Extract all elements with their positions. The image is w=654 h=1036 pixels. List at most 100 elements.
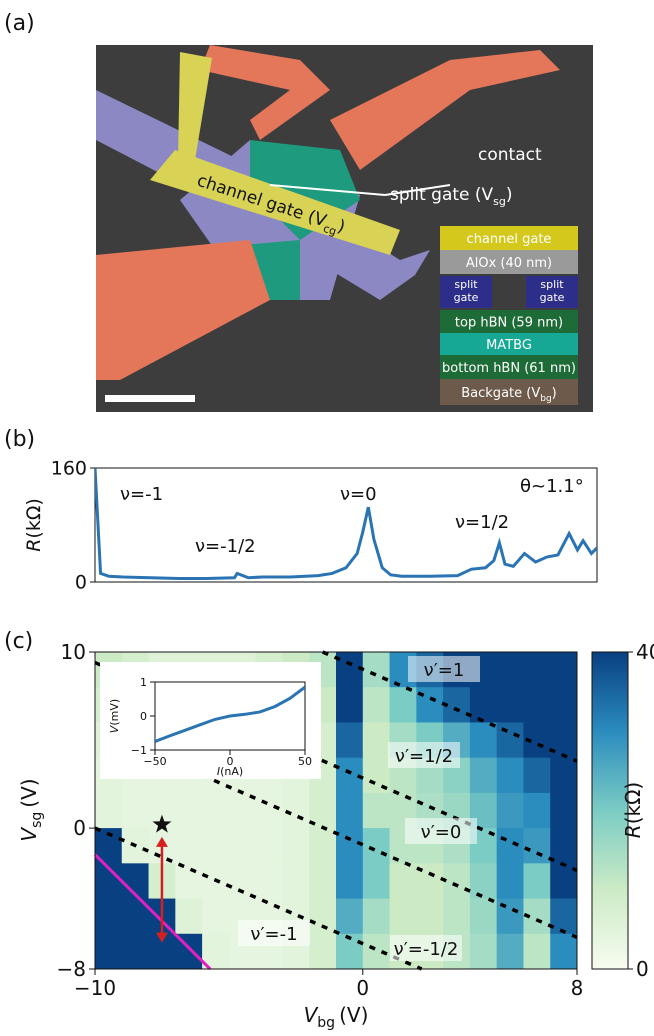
label-main: V	[304, 1003, 319, 1027]
boundary-line	[93, 853, 212, 971]
heatmap-cell	[550, 933, 578, 970]
layer	[440, 250, 578, 274]
heatmap-cell	[362, 898, 391, 935]
heatmap-cell	[523, 863, 551, 900]
heatmap-cell	[336, 898, 364, 935]
axis-label: R(kΩ)	[23, 498, 45, 552]
axes-frame	[94, 651, 578, 970]
layer-label: MATBG	[486, 338, 532, 353]
heatmap-cell	[362, 828, 391, 864]
heatmap-cell	[469, 898, 498, 935]
label-main: I	[217, 765, 220, 778]
heatmap-cell	[336, 722, 364, 759]
axis-label: I(nA)	[217, 765, 243, 778]
heatmap-cell	[496, 687, 524, 723]
annotation-box	[238, 920, 310, 946]
heatmap-cell	[523, 652, 551, 688]
heatmap-cell	[362, 687, 391, 723]
heatmap-cell	[175, 898, 203, 935]
annotation: ν′=-1	[250, 924, 297, 945]
layer-label: Backgate (Vbg)	[461, 386, 557, 404]
label-end: )	[552, 386, 557, 401]
axis-label: R(kΩ)	[621, 782, 645, 838]
y-tick-label: 10	[61, 640, 86, 664]
annotation: ν′=-1/2	[394, 939, 459, 960]
layer	[440, 355, 578, 379]
heatmap-cell	[389, 863, 417, 900]
layer-label: split	[454, 278, 478, 291]
heatmap-cell	[282, 828, 310, 864]
heatmap-cell	[362, 863, 391, 900]
label-main: R	[23, 539, 45, 552]
data-line	[95, 468, 597, 580]
heatmap-cell	[469, 722, 498, 759]
layer-label: channel gate	[467, 232, 552, 247]
annotation-box	[390, 935, 462, 961]
data-line	[155, 685, 305, 743]
label-unit: (V)	[339, 1003, 368, 1027]
layer-label: AlOx (40 nm)	[466, 256, 552, 271]
label-unit: (nA)	[220, 765, 243, 778]
heatmap-cell	[95, 898, 123, 935]
heatmap-cell	[550, 757, 578, 794]
heatmap-cell	[309, 898, 337, 935]
plots: 0160R(kΩ)ν=-1ν=-1/2ν=0ν=1/2θ~1.1°ν′=1ν′=…	[17, 458, 654, 1031]
layer	[526, 276, 578, 308]
layer-label: gate	[454, 291, 479, 304]
y-tick-label: 0	[73, 816, 86, 840]
heatmap-cell	[336, 792, 364, 829]
label-unit: (mV)	[108, 699, 121, 726]
heatmap-cell	[175, 792, 203, 829]
heatmap-cell	[309, 828, 337, 864]
annotation: ν′=1/2	[395, 746, 453, 767]
label-sub: bg	[317, 1015, 335, 1031]
axis-label: V(mV)	[108, 699, 121, 733]
heatmap-cell	[362, 792, 391, 829]
heatmap-cell	[202, 898, 230, 935]
x-tick-label: 0	[356, 976, 369, 1000]
label-unit: (kΩ)	[621, 782, 645, 824]
x-tick-label: −50	[143, 755, 166, 768]
x-tick-label: 50	[298, 755, 312, 768]
heatmap-cell	[362, 722, 391, 759]
heatmap-cell	[362, 933, 391, 970]
colorbar-tick-label: 40	[636, 640, 654, 664]
layer	[440, 379, 578, 405]
colorbar-tick-label: 0	[636, 957, 649, 981]
heatmap-cell	[95, 792, 123, 829]
label-main: R	[621, 824, 645, 838]
heatmap-cell	[121, 792, 150, 829]
x-tick-label: 8	[571, 976, 584, 1000]
heatmap-cell	[550, 687, 578, 723]
heatmap-cell	[469, 933, 498, 970]
heatmap-cell	[496, 863, 524, 900]
heatmap-cell	[336, 687, 364, 723]
heatmap-cell	[336, 652, 364, 688]
heatmap-cell	[523, 757, 551, 794]
y-tick-label: −1	[131, 744, 147, 757]
annotation: θ~1.1°	[520, 476, 584, 497]
heatmap-cell	[309, 933, 337, 970]
panel-label: (a)	[4, 11, 35, 36]
layer-label: bottom hBN (61 nm)	[442, 361, 576, 376]
annotation: ν=1/2	[455, 512, 509, 533]
heatmap-cell	[496, 828, 524, 864]
star	[152, 814, 172, 833]
heatmap-cell	[362, 652, 391, 688]
heatmap-cell	[469, 863, 498, 900]
heatmap-cell	[550, 792, 578, 829]
layer	[440, 333, 578, 355]
heatmap-cell	[202, 828, 230, 864]
heatmap-cell	[496, 757, 524, 794]
heatmap-cell	[550, 652, 578, 688]
heatmap-cell	[228, 863, 257, 900]
axes-frame	[94, 467, 598, 583]
axis-label: Vbg (V)	[304, 1003, 369, 1031]
heatmap-cell	[309, 863, 337, 900]
heatmap-cell	[443, 898, 471, 935]
layer-label: split	[540, 278, 564, 291]
heatmap-cell	[175, 828, 203, 864]
heatmap-cell	[255, 828, 283, 864]
